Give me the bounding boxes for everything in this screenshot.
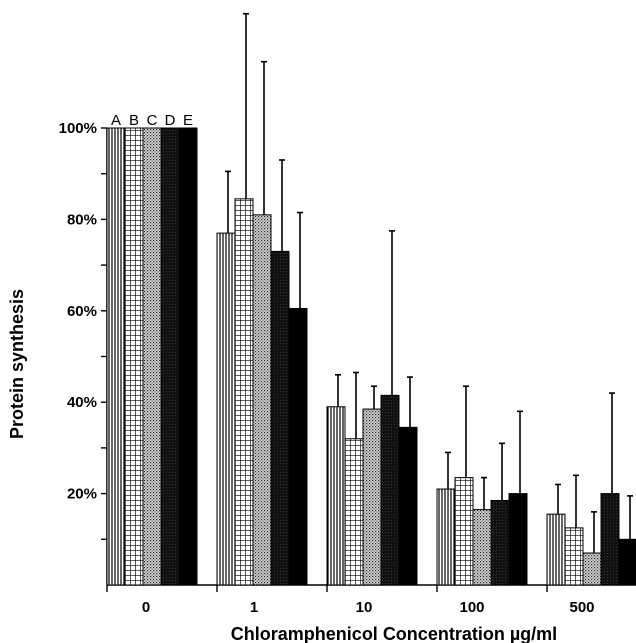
bar-D-500 [600,493,620,586]
bar-D-100 [490,499,510,586]
bar-D-1 [270,250,290,586]
bar-A-0 [106,127,126,586]
bar-D-0 [160,127,180,586]
bar-B-500 [564,527,584,586]
bar-A-500 [546,513,566,586]
x-tick-label: 10 [356,599,373,616]
x-tick-label: 500 [569,599,594,616]
y-ticks: 20% 40% 60% 80% 100% [59,120,107,540]
x-tick-label: 0 [142,599,150,616]
error-bars [225,12,633,554]
bar-A-10 [326,406,346,586]
y-tick-label: 100% [59,120,97,137]
bar-E-100 [508,493,528,586]
y-tick-label: 20% [67,486,97,503]
bar-D-10 [380,394,400,586]
y-tick-label: 60% [67,303,97,320]
y-tick-label: 80% [67,211,97,228]
bar-A-100 [436,488,456,586]
bar-B-10 [344,438,364,586]
bar-C-10 [362,408,382,586]
bars [106,127,636,586]
bar-C-0 [142,127,162,586]
bar-B-1 [234,198,254,586]
bar-E-10 [398,426,418,586]
x-ticks: 0 1 10 100 500 [106,585,595,616]
bar-B-100 [454,477,474,586]
x-tick-label: 100 [459,599,484,616]
bar-E-1 [288,308,308,586]
bar-A-1 [216,232,236,586]
bar-E-500 [618,538,636,586]
legend-label-C: C [147,112,158,129]
legend-label-E: E [183,112,193,129]
bar-E-0 [178,127,198,586]
legend-label-D: D [165,112,176,129]
y-tick-label: 40% [67,394,97,411]
bar-C-100 [472,509,492,586]
y-axis-label: Protein synthesis [7,289,27,439]
bar-C-500 [582,552,602,586]
bar-C-1 [252,214,272,586]
x-tick-label: 1 [250,599,258,616]
legend-label-A: A [111,112,121,129]
legend-label-B: B [129,112,139,129]
bar-B-0 [124,127,144,586]
x-axis-label: Chloramphenicol Concentration µg/ml [231,624,557,643]
